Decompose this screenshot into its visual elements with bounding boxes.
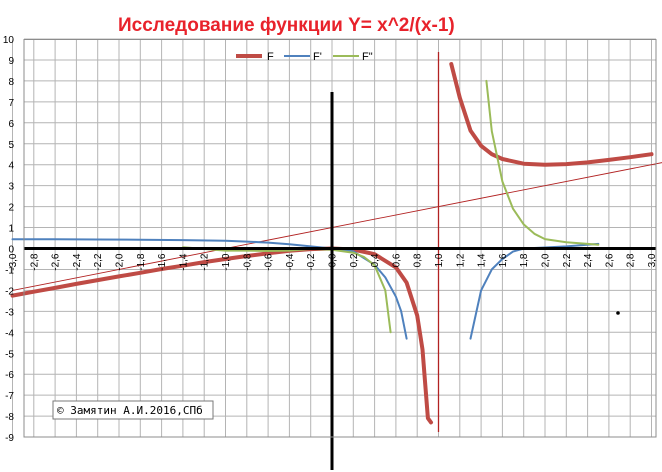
y-tick-label: -4 [5, 328, 14, 339]
legend: F F' F" [236, 51, 373, 63]
x-tick-label: 2,0 [541, 253, 552, 267]
copyright-text: © Замятин А.И.2016,СПб [57, 404, 203, 417]
x-tick-label: 2,6 [604, 253, 615, 267]
x-tick-label: -3,0 [8, 253, 19, 271]
x-tick-label: 0,2 [349, 253, 360, 267]
x-tick-label: -0,4 [285, 253, 296, 271]
x-tick-label: 2,2 [562, 253, 573, 267]
legend-label-f: F [267, 51, 274, 63]
y-tick-label: -7 [5, 391, 14, 402]
x-tick-label: -0,2 [306, 253, 317, 271]
x-tick-label: 0,0 [328, 253, 339, 267]
x-tick-label: -1,0 [221, 253, 232, 271]
y-tick-label: -6 [5, 370, 14, 381]
copyright-frame [52, 400, 214, 420]
series-layer [10, 62, 654, 425]
series-f2-line [485, 79, 600, 246]
x-tick-label: 1,8 [519, 253, 530, 267]
oblique-asymptote [12, 162, 662, 291]
x-tick-label: -2,4 [72, 253, 83, 271]
chart-title: Исследование функции Y= x^2/(x-1) [118, 15, 455, 36]
y-tick-label: 1 [8, 224, 14, 235]
y-tick-label: -8 [5, 412, 14, 423]
x-tick-label: -0,6 [264, 253, 275, 271]
series-f-line [449, 62, 654, 167]
x-tick-label: -1,8 [136, 253, 147, 271]
y-tick-label: -2 [5, 286, 14, 297]
asymptote-layer [12, 52, 662, 432]
y-tick-label: 4 [8, 161, 14, 172]
x-tick-label: 1,2 [455, 253, 466, 267]
y-tick-label: 9 [8, 56, 14, 67]
series-f1-line [11, 238, 408, 340]
x-tick-label: -2,2 [93, 253, 104, 271]
y-tick-label: 0 [8, 245, 14, 256]
x-tick-label: 3,0 [647, 253, 658, 267]
legend-label-f2: F" [362, 51, 373, 63]
x-tick-label: -1,2 [200, 253, 211, 271]
series-f-line [10, 246, 433, 425]
x-tick-label: 0,4 [370, 253, 381, 267]
x-tick-label: 2,8 [626, 253, 637, 267]
y-tick-label: -9 [5, 433, 14, 444]
x-tick-label: -1,6 [157, 253, 168, 271]
x-tick-label: 1,4 [477, 253, 488, 267]
grid-layer [12, 38, 657, 438]
copyright-box: © Замятин А.И.2016,СПб [52, 400, 214, 420]
x-tick-label: -2,8 [29, 253, 40, 271]
y-tick-label: 3 [8, 182, 14, 193]
y-tick-label: 5 [8, 140, 14, 151]
y-tick-label: 2 [8, 203, 14, 214]
axis-layer [23, 39, 657, 470]
y-tick-label: -5 [5, 349, 14, 360]
x-tick-label: -0,8 [242, 253, 253, 271]
y-tick-label: 8 [8, 77, 14, 88]
x-tick-label: -2,6 [51, 253, 62, 271]
x-tick-label: 2,4 [583, 253, 594, 267]
y-tick-label: 7 [8, 98, 14, 109]
legend-label-f1: F' [313, 51, 322, 63]
series-f1-line [469, 242, 600, 340]
x-tick-label: 1,0 [434, 253, 445, 267]
y-tick-label: 6 [8, 119, 14, 130]
x-tick-label: 0,8 [413, 253, 424, 267]
x-tick-label: -1,4 [178, 253, 189, 271]
x-tick-label: -2,0 [115, 253, 126, 271]
y-tick-label: 10 [3, 35, 15, 46]
y-tick-label: -3 [5, 307, 14, 318]
stray-dot [616, 311, 620, 315]
x-tick-label: 1,6 [498, 253, 509, 267]
plot-border [23, 39, 657, 438]
y-tick-label: -1 [5, 265, 14, 276]
x-tick-label: 0,6 [391, 253, 402, 267]
